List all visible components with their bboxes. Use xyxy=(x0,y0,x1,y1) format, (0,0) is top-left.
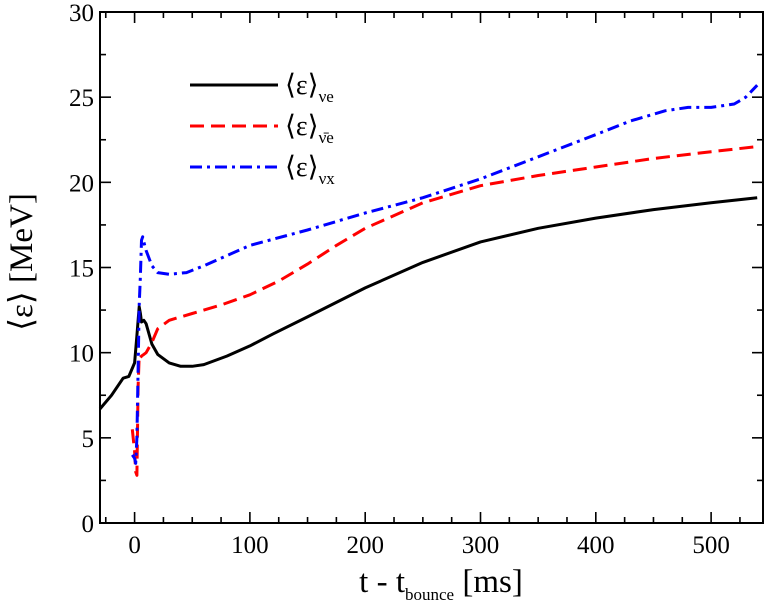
y-axis-title: ⟨ε⟩ [MeV] xyxy=(4,193,40,331)
ticks-layer: 0 100 200 300 400 500 0 5 10 15 20 25 30 xyxy=(69,0,763,559)
x-axis-title: t - tbounce [ms] xyxy=(359,564,523,603)
legend: ⟨ε⟩νe ⟨ε⟩ν̄e ⟨ε⟩νx xyxy=(190,70,335,188)
x-tick-label: 0 xyxy=(128,532,141,559)
legend-label-2: ⟨ε⟩νx xyxy=(285,152,335,188)
x-tick-label: 500 xyxy=(692,532,730,559)
x-tick-label: 100 xyxy=(231,532,269,559)
y-tick-label: 20 xyxy=(69,170,94,197)
plot-frame xyxy=(99,11,764,524)
series-layer xyxy=(98,84,759,477)
legend-label-0: ⟨ε⟩νe xyxy=(285,70,334,106)
x-tick-label: 300 xyxy=(462,532,500,559)
y-tick-label: 25 xyxy=(69,85,94,112)
x-tick-label: 400 xyxy=(577,532,615,559)
y-tick-label: 15 xyxy=(69,256,94,283)
y-tick-label: 0 xyxy=(82,511,95,538)
series-line-2 xyxy=(131,84,759,465)
y-tick-label: 5 xyxy=(82,426,95,453)
series-line-0 xyxy=(98,196,758,410)
x-tick-label: 200 xyxy=(346,532,384,559)
legend-label-1: ⟨ε⟩ν̄e xyxy=(285,111,334,147)
series-line-1 xyxy=(130,145,758,477)
y-tick-label: 30 xyxy=(69,0,94,27)
y-tick-label: 10 xyxy=(69,341,94,368)
